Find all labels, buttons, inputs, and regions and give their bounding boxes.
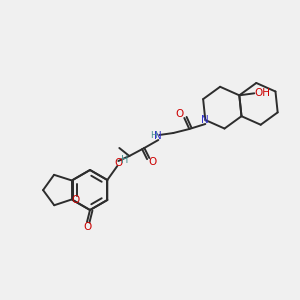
Text: O: O: [72, 195, 80, 205]
Text: O: O: [83, 222, 91, 232]
Text: O: O: [114, 158, 122, 168]
Text: N: N: [154, 131, 162, 141]
Text: O: O: [148, 157, 156, 167]
Text: H: H: [150, 131, 157, 140]
Text: N: N: [201, 115, 209, 125]
Text: OH: OH: [254, 88, 270, 98]
Text: H: H: [121, 155, 128, 165]
Text: O: O: [175, 109, 183, 119]
